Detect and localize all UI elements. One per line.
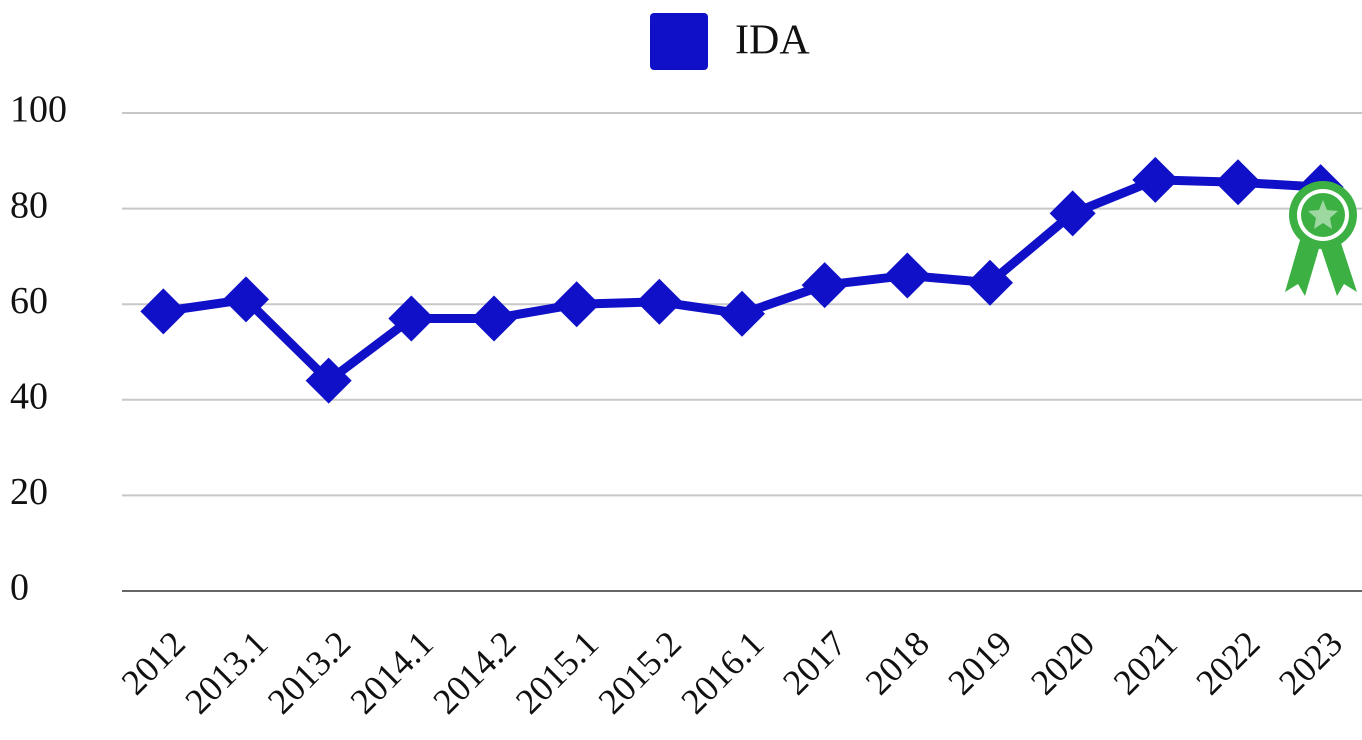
- marker: [636, 278, 683, 325]
- marker: [719, 290, 765, 337]
- marker: [801, 262, 848, 309]
- marker: [388, 295, 435, 342]
- line: [162, 175, 1321, 386]
- marker: [305, 357, 352, 404]
- y-tick-label: 60: [10, 280, 48, 322]
- marker: [471, 295, 517, 342]
- x-tick-label: 2017: [775, 623, 854, 702]
- x-tick-label: 2020: [1023, 623, 1102, 702]
- legend-label: IDA: [735, 18, 810, 64]
- x-tick-label: 2014.2: [425, 623, 523, 721]
- marker: [140, 288, 187, 335]
- y-tick-label: 0: [10, 567, 29, 609]
- marker: [553, 281, 600, 328]
- x-tick-label: 2023: [1271, 623, 1350, 702]
- x-tick-label: 2013.1: [177, 623, 275, 721]
- marker: [1049, 190, 1096, 237]
- x-tick-label: 2013.2: [260, 623, 358, 721]
- x-tick-label: 2015.2: [591, 623, 689, 721]
- marker: [967, 259, 1013, 306]
- y-tick-label: 100: [10, 89, 67, 131]
- award-icon: [1285, 181, 1357, 296]
- y-tick-label: 80: [10, 184, 48, 226]
- marker: [884, 252, 931, 299]
- marker: [1132, 156, 1179, 203]
- marker: [1215, 159, 1261, 206]
- x-tick-label: 2019: [940, 623, 1019, 702]
- legend-swatch: [650, 13, 708, 70]
- y-tick-label: 40: [10, 376, 48, 418]
- x-tick-label: 2022: [1188, 623, 1267, 702]
- y-tick-label: 20: [10, 471, 48, 513]
- x-tick-label: 2018: [858, 623, 937, 702]
- x-tick-label: 2021: [1106, 623, 1185, 702]
- x-tick-label: 2015.1: [508, 623, 606, 721]
- x-tick-label: 2014.1: [343, 623, 441, 721]
- x-tick-label: 2016.1: [673, 623, 771, 721]
- marker: [223, 276, 269, 323]
